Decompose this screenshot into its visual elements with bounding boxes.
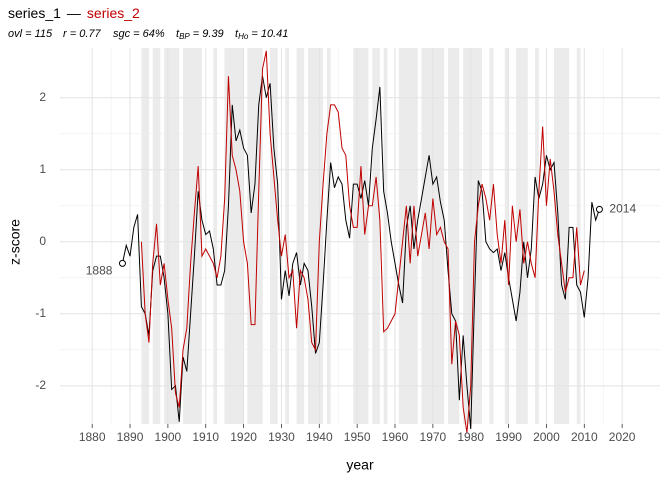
shaded-range [270, 48, 278, 424]
series-line [121, 76, 600, 430]
shaded-range [224, 48, 244, 424]
x-tick-label: 2010 [571, 430, 598, 444]
shaded-range [152, 48, 161, 424]
legend-separator: — [67, 5, 81, 21]
y-tick-label: 2 [39, 90, 46, 104]
stat-text: t [235, 28, 239, 40]
series-line [140, 50, 585, 433]
x-tick-label: 1950 [344, 430, 371, 444]
shaded-range [213, 48, 218, 424]
stat-text: sgc = 64% [113, 28, 165, 40]
stat-text: = 10.41 [248, 28, 288, 40]
x-tick-label: 1970 [420, 430, 447, 444]
legend: series_1 — series_2 [8, 5, 140, 21]
shaded-range [164, 48, 180, 424]
stat: sgc = 64% [113, 28, 165, 40]
y-tick-label: 1 [39, 162, 46, 176]
stat-subscript: Ho [238, 32, 249, 41]
y-tick-label: -1 [35, 306, 46, 320]
shaded-range [448, 48, 460, 424]
x-tick-label: 2000 [533, 430, 560, 444]
shaded-range [307, 48, 324, 424]
x-tick-label: 1880 [79, 430, 106, 444]
stats: ovl = 115 r = 0.77 sgc = 64% tBP = 9.39 tHo … [8, 28, 288, 41]
shaded-range [383, 48, 388, 424]
x-tick-label: 1890 [117, 430, 144, 444]
shaded-range [463, 48, 483, 424]
stat: ovl = 115 [8, 28, 53, 40]
stat-subscript: BP [179, 32, 190, 41]
y-tick-label: -2 [35, 378, 46, 392]
stat: tBP = 9.39 [176, 28, 224, 41]
shaded-range [353, 48, 369, 424]
stat-text: r = 0.77 [63, 28, 101, 40]
shaded-range [247, 48, 263, 424]
stat: tHo = 10.41 [235, 28, 288, 41]
shaded-range [554, 48, 570, 424]
endpoint-marker [595, 205, 603, 213]
shaded-range [285, 48, 290, 424]
stat-text: = 9.39 [190, 28, 224, 40]
shaded-range [489, 48, 494, 424]
y-tick-label: 0 [39, 234, 46, 248]
stat-text: ovl = 115 [8, 28, 53, 40]
x-tick-label: 1930 [268, 430, 295, 444]
legend-entry: series_2 [87, 5, 140, 21]
endpoint-label: 1888 [86, 264, 113, 278]
x-tick-label: 1960 [382, 430, 409, 444]
x-tick-label: 1910 [192, 430, 219, 444]
x-tick-label: 1900 [155, 430, 182, 444]
x-tick-label: 1940 [306, 430, 333, 444]
stat-text: t [176, 28, 180, 40]
shaded-range [141, 48, 149, 424]
shaded-range [576, 48, 581, 424]
endpoint-marker [118, 259, 126, 267]
shaded-range [326, 48, 331, 424]
y-axis-title: z-score [7, 219, 23, 265]
endpoint-label: 2014 [609, 202, 636, 216]
x-tick-label: 1980 [457, 430, 484, 444]
x-tick-label: 1920 [230, 430, 257, 444]
x-tick-label: 2020 [609, 430, 636, 444]
x-tick-label: 1990 [495, 430, 522, 444]
x-axis-title: year [346, 457, 374, 473]
legend-entry: series_1 [8, 5, 61, 21]
shaded-range [504, 48, 509, 424]
stat: r = 0.77 [63, 28, 101, 40]
